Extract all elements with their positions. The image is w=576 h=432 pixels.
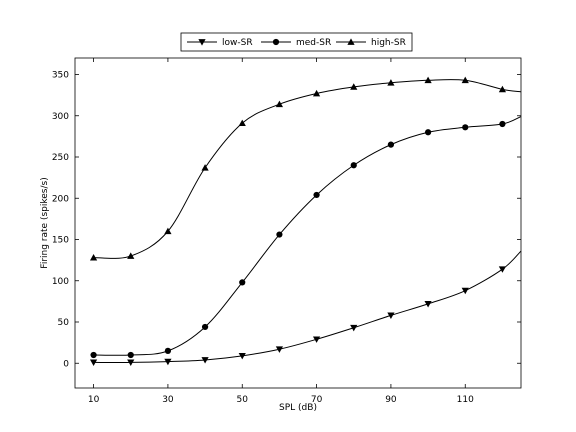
data-point-med-SR (462, 124, 469, 131)
data-point-high-SR (127, 252, 135, 259)
legend-box (180, 32, 413, 52)
y-tick-label: 50 (58, 318, 70, 328)
y-tick-label: 0 (63, 359, 69, 369)
series-high-SR (89, 76, 522, 261)
legend-label: med-SR (296, 38, 331, 48)
data-point-low-SR (424, 300, 432, 308)
data-point-high-SR (275, 100, 284, 108)
data-point-med-SR (313, 191, 320, 199)
data-point-high-SR (387, 79, 395, 86)
x-tick-label: 110 (457, 395, 474, 405)
data-point-high-SR (312, 89, 321, 97)
data-point-med-SR (201, 323, 209, 331)
legend-label: high-SR (371, 38, 406, 48)
legend: low-SR med-SR high-SR (180, 32, 413, 52)
legend-entry-low-SR: low-SR (187, 38, 253, 48)
data-point-low-SR (461, 287, 469, 295)
data-point-low-SR (498, 266, 507, 273)
data-point-high-SR (424, 76, 432, 84)
legend-entry-med-SR: med-SR (261, 38, 331, 48)
data-point-high-SR (350, 83, 358, 90)
data-point-high-SR (238, 119, 246, 127)
y-tick-label: 200 (52, 194, 69, 204)
y-axis-label: Firing rate (spikes/s) (40, 177, 50, 268)
y-tick-label: 250 (52, 153, 69, 163)
data-point-med-SR (499, 120, 506, 128)
legend-marker (272, 38, 280, 46)
data-point-high-SR (89, 254, 98, 261)
legend-marker (198, 39, 206, 46)
x-axis-label: SPL (dB) (279, 403, 317, 413)
series-low-SR (89, 250, 522, 367)
data-point-low-SR (312, 336, 321, 343)
plot-area (74, 57, 522, 389)
data-point-high-SR (461, 76, 469, 84)
x-tick-label: 70 (311, 395, 323, 405)
data-point-med-SR (276, 231, 283, 238)
data-point-med-SR (424, 129, 432, 136)
legend-marker (347, 38, 355, 45)
x-tick-label: 50 (237, 395, 249, 405)
data-point-low-SR (387, 312, 395, 319)
legend-label: low-SR (222, 38, 253, 48)
legend-entry-high-SR: high-SR (336, 38, 406, 48)
data-point-med-SR (164, 347, 172, 354)
axis-ticks: 10 30 50 70 90 110 0 50 100 150 200 250 300 350 (52, 58, 521, 405)
x-tick-label: 10 (88, 395, 100, 405)
series-med-SR (90, 116, 522, 359)
data-point-med-SR (387, 141, 395, 148)
data-point-low-SR (275, 346, 284, 353)
y-tick-label: 100 (52, 277, 69, 287)
data-point-low-SR (127, 359, 135, 367)
data-point-med-SR (350, 162, 357, 169)
data-point-low-SR (89, 359, 98, 367)
data-point-med-SR (239, 279, 246, 286)
data-point-high-SR (201, 164, 209, 171)
data-point-low-SR (201, 357, 209, 364)
data-point-low-SR (350, 324, 358, 332)
y-tick-label: 150 (52, 236, 69, 246)
data-point-low-SR (238, 352, 246, 360)
data-point-med-SR (90, 351, 97, 359)
y-tick-label: 350 (52, 71, 69, 81)
data-point-high-SR (498, 85, 507, 93)
data-point-high-SR (164, 227, 172, 235)
x-tick-label: 30 (162, 395, 174, 405)
series-layer (89, 76, 522, 367)
x-tick-label: 90 (385, 395, 397, 405)
data-point-low-SR (164, 358, 172, 366)
y-tick-label: 300 (52, 112, 69, 122)
data-point-med-SR (127, 351, 134, 359)
